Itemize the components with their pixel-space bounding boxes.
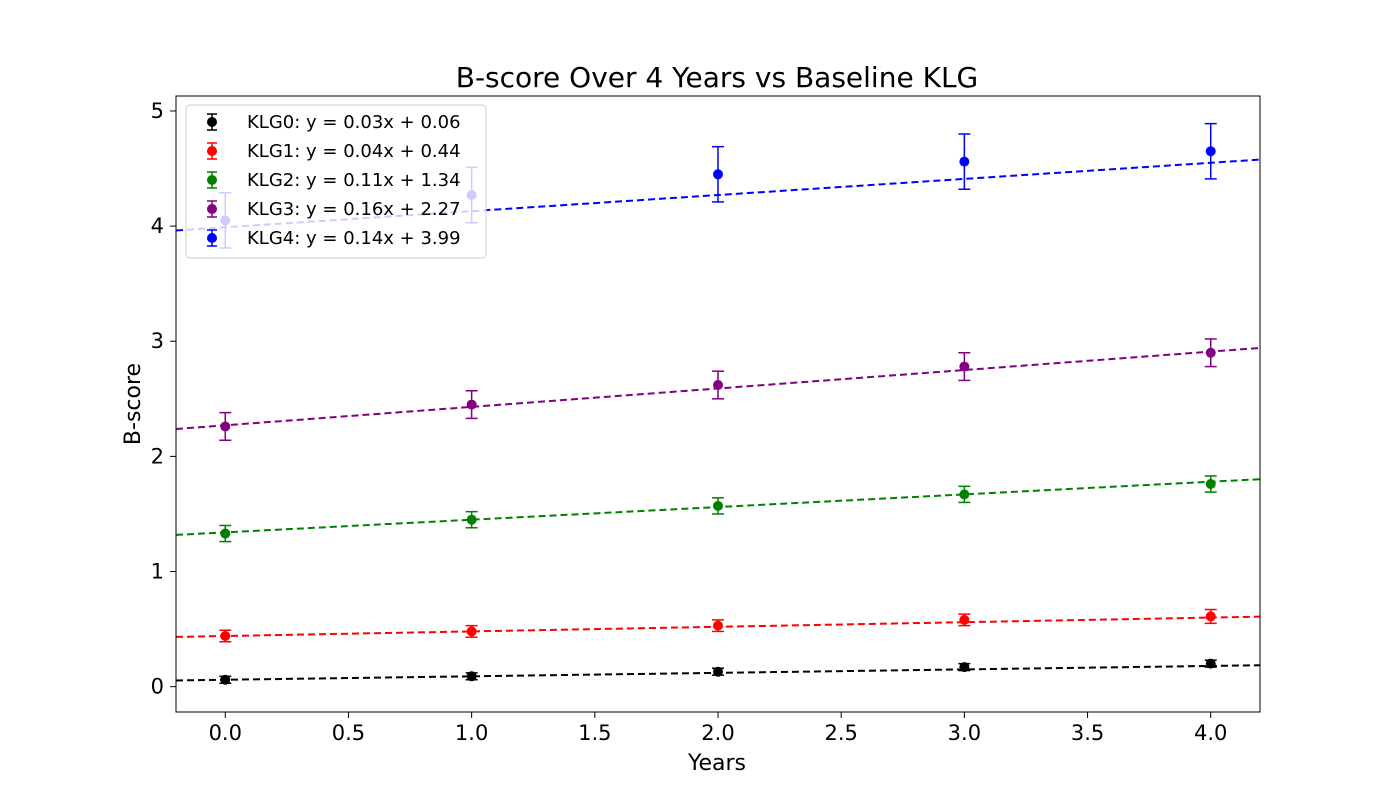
data-point	[713, 666, 723, 677]
data-point	[959, 662, 970, 673]
x-tick-label: 4.0	[1194, 721, 1227, 745]
legend-label: KLG0: y = 0.03x + 0.06	[247, 112, 461, 133]
legend-marker	[207, 117, 217, 127]
data-point	[959, 156, 970, 167]
data-point	[1205, 479, 1216, 490]
data-point	[466, 671, 477, 682]
y-tick-label: 5	[151, 99, 164, 123]
data-point	[959, 489, 970, 500]
legend-box	[185, 104, 487, 259]
legend-label: KLG3: y = 0.16x + 2.27	[247, 199, 461, 220]
x-tick-label: 1.5	[578, 721, 611, 745]
chart-title: B-score Over 4 Years vs Baseline KLG	[456, 61, 979, 94]
x-tick-label: 2.0	[701, 721, 734, 745]
y-axis: 0 1 2 3 4 5	[151, 99, 176, 699]
data-point	[1205, 611, 1216, 622]
data-point	[959, 361, 970, 372]
y-tick-label: 3	[151, 329, 164, 353]
data-point	[466, 626, 477, 637]
y-tick-label: 4	[151, 214, 164, 238]
data-point	[713, 169, 723, 180]
legend-marker	[207, 233, 217, 243]
series-klg0	[176, 658, 1260, 685]
data-point	[1205, 347, 1216, 358]
x-axis: 0.0 0.5 1.0 1.5 2.0 2.5 3.0 3.5 4.0	[209, 712, 1227, 745]
y-tick-label: 2	[151, 444, 164, 468]
data-point	[713, 620, 723, 631]
data-point	[1205, 658, 1216, 669]
y-tick-label: 0	[151, 675, 164, 699]
series-klg2	[176, 475, 1260, 543]
legend-marker	[207, 146, 217, 156]
y-axis-label: B-score	[121, 363, 146, 445]
data-point	[713, 380, 723, 391]
data-point	[220, 421, 231, 432]
x-tick-label: 2.5	[824, 721, 857, 745]
legend-label: KLG1: y = 0.04x + 0.44	[247, 141, 461, 162]
data-point	[220, 631, 231, 642]
legend-label: KLG2: y = 0.11x + 1.34	[247, 170, 461, 191]
data-point	[220, 674, 231, 685]
legend-marker	[207, 204, 217, 214]
data-point	[1205, 146, 1216, 157]
legend-label: KLG4: y = 0.14x + 3.99	[247, 228, 461, 249]
data-point	[959, 614, 970, 625]
data-point	[713, 500, 723, 511]
data-point	[466, 399, 477, 410]
x-tick-label: 0.5	[332, 721, 365, 745]
x-tick-label: 1.0	[455, 721, 488, 745]
series-klg3	[176, 338, 1260, 442]
data-point	[220, 528, 231, 539]
series-klg1	[176, 608, 1260, 643]
y-tick-label: 1	[151, 560, 164, 584]
x-tick-label: 3.0	[948, 721, 981, 745]
data-point	[466, 514, 477, 525]
legend-marker	[207, 175, 217, 185]
x-axis-label: Years	[687, 751, 746, 776]
x-tick-label: 3.5	[1071, 721, 1104, 745]
legend: KLG0: y = 0.03x + 0.06 KLG1: y = 0.04x + …	[185, 104, 487, 259]
x-tick-label: 0.0	[209, 721, 242, 745]
